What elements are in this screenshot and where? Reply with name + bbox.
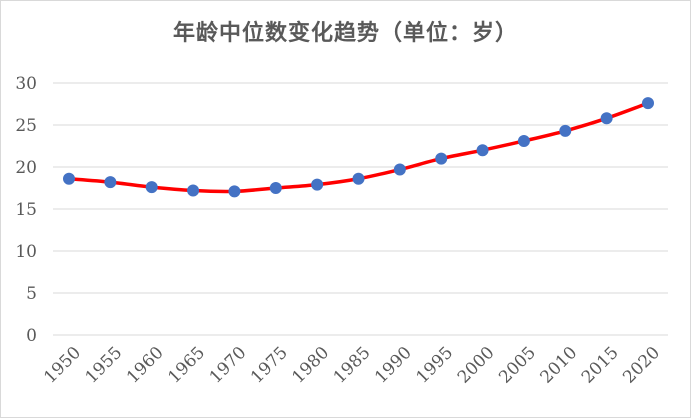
x-tick-label: 1970 bbox=[206, 343, 251, 388]
y-tick-label: 30 bbox=[15, 74, 37, 94]
x-axis-ticks: 1950195519601965197019751980198519901995… bbox=[40, 343, 664, 388]
series-points bbox=[63, 97, 654, 198]
x-tick-label: 2010 bbox=[537, 343, 582, 388]
x-tick-label: 1960 bbox=[123, 343, 168, 388]
x-tick-label: 1950 bbox=[40, 343, 85, 388]
data-point bbox=[187, 184, 200, 197]
data-point bbox=[311, 178, 324, 191]
x-tick-label: 2000 bbox=[454, 343, 499, 388]
x-tick-label: 1995 bbox=[412, 343, 457, 388]
x-tick-label: 2015 bbox=[578, 343, 623, 388]
gridlines bbox=[53, 82, 668, 336]
data-point bbox=[642, 97, 654, 110]
data-point bbox=[600, 112, 613, 125]
y-tick-label: 10 bbox=[15, 242, 37, 262]
data-point bbox=[435, 152, 448, 165]
x-tick-label: 1975 bbox=[247, 343, 292, 388]
y-tick-label: 15 bbox=[15, 200, 37, 220]
x-tick-label: 2020 bbox=[619, 343, 664, 388]
x-tick-label: 2005 bbox=[495, 343, 540, 388]
x-tick-label: 1955 bbox=[82, 343, 127, 388]
data-point bbox=[269, 182, 282, 194]
y-tick-label: 5 bbox=[26, 284, 37, 304]
chart-title: 年龄中位数变化趋势（单位：岁） bbox=[172, 21, 518, 46]
x-tick-label: 1985 bbox=[330, 343, 375, 388]
y-tick-label: 25 bbox=[15, 116, 37, 136]
data-point bbox=[145, 181, 158, 194]
data-point bbox=[559, 124, 572, 137]
data-point bbox=[476, 144, 489, 157]
y-tick-label: 20 bbox=[15, 158, 37, 178]
x-tick-label: 1965 bbox=[164, 343, 209, 388]
x-tick-label: 1990 bbox=[371, 343, 416, 388]
data-point bbox=[393, 163, 406, 176]
data-point bbox=[228, 185, 241, 198]
x-tick-label: 1980 bbox=[288, 343, 333, 388]
data-point bbox=[104, 176, 117, 189]
y-axis-ticks: 0 5 10 15 20 25 30 bbox=[15, 74, 37, 346]
data-point bbox=[517, 134, 530, 147]
data-point bbox=[63, 172, 75, 185]
y-tick-label: 0 bbox=[26, 326, 37, 346]
data-point bbox=[352, 172, 365, 185]
